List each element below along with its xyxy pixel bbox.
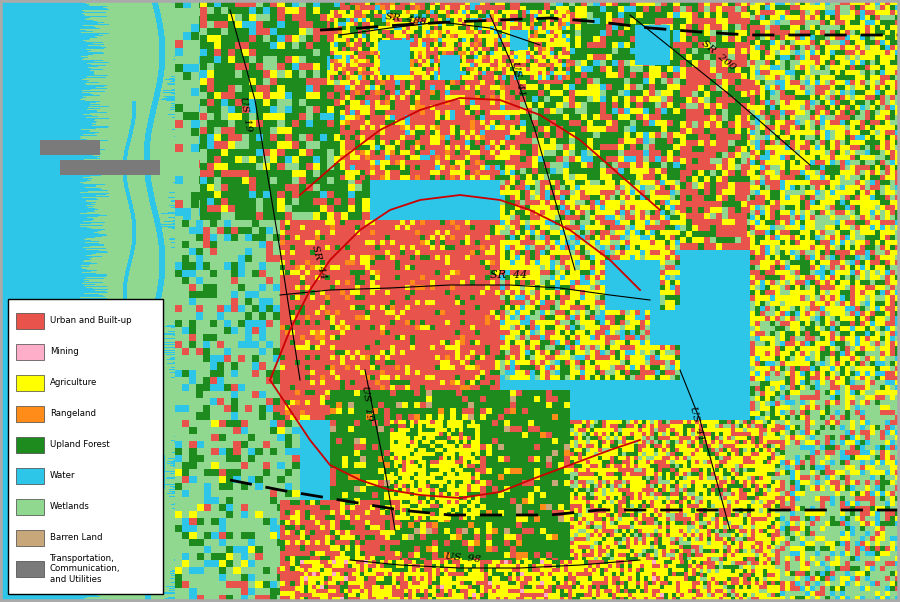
Text: US  98: US 98 (445, 552, 482, 564)
Bar (16, 312, 44, 329)
Text: US  19: US 19 (238, 95, 253, 132)
Text: Mining: Mining (50, 347, 79, 356)
Text: Upland Forest: Upland Forest (50, 440, 110, 449)
Bar (16, 436, 44, 453)
Text: Agriculture: Agriculture (50, 378, 97, 387)
Text: US  41: US 41 (688, 405, 706, 442)
Text: SR  44: SR 44 (310, 244, 328, 280)
Bar (16, 498, 44, 515)
Text: SR  488: SR 488 (385, 12, 428, 27)
Bar (8, 299, 163, 594)
Bar (16, 374, 44, 391)
Text: Water: Water (50, 471, 76, 480)
Text: Barren Land: Barren Land (50, 533, 103, 542)
Text: US  19: US 19 (360, 385, 373, 422)
Text: Wetlands: Wetlands (50, 502, 90, 511)
Text: Urban and Built-up: Urban and Built-up (50, 316, 131, 325)
Text: US  41: US 41 (510, 60, 526, 97)
Text: SR  44: SR 44 (490, 270, 527, 280)
Text: SR  200: SR 200 (700, 39, 737, 72)
Bar (16, 560, 44, 577)
Text: Rangeland: Rangeland (50, 409, 96, 418)
Bar (16, 530, 44, 545)
Text: Transportation,
Communication,
and Utilities: Transportation, Communication, and Utili… (50, 554, 121, 583)
Bar (16, 344, 44, 360)
Bar (16, 406, 44, 421)
Bar (16, 468, 44, 483)
